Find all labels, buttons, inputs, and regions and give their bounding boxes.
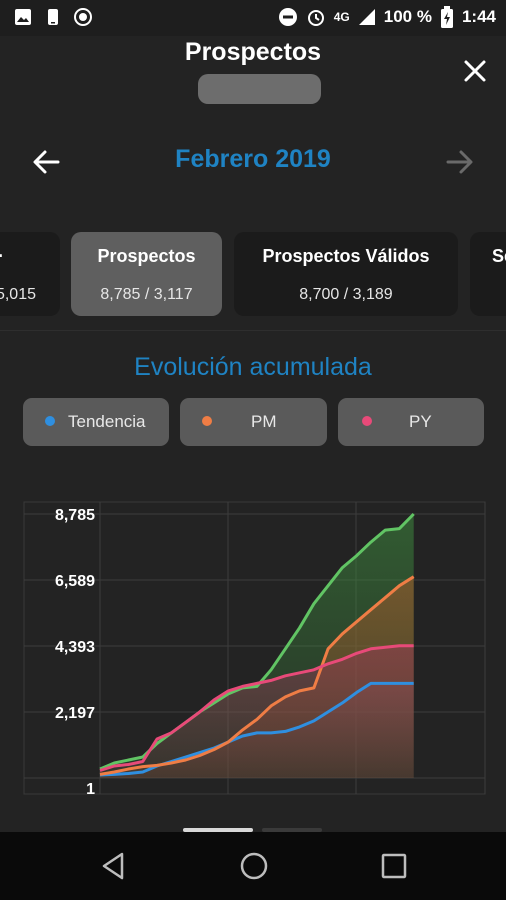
battery-icon <box>440 6 453 28</box>
month-navigation: Febrero 2019 <box>0 130 506 192</box>
series-py-area <box>100 645 414 778</box>
metric-card[interactable]: · 5,015 <box>0 232 60 316</box>
legend-dot <box>45 416 55 426</box>
section-title: Evolución acumulada <box>134 353 372 381</box>
record-icon <box>74 8 92 26</box>
metric-card-title: Prospectos <box>97 246 196 266</box>
y-tick-label: 4,393 <box>55 639 95 656</box>
page-title: Prospectos <box>184 38 322 66</box>
legend-tendencia-button[interactable]: Tendencia <box>23 398 169 446</box>
network-type: 4G <box>333 10 350 24</box>
metric-card-prospectos-validos[interactable]: Prospectos Válidos 8,700 / 3,189 <box>234 232 458 316</box>
legend-label: PY <box>409 412 432 431</box>
y-tick-label: 6,589 <box>55 573 95 590</box>
divider <box>0 330 506 331</box>
home-icon[interactable] <box>236 848 272 884</box>
legend-label: PM <box>251 412 277 431</box>
metric-card-value: 8,700 / 3,189 <box>299 286 393 303</box>
alarm-icon <box>307 10 324 26</box>
metric-card-value: 5,015 <box>0 286 36 303</box>
legend-dot <box>202 416 212 426</box>
notification-icons <box>14 8 92 26</box>
current-month: Febrero 2019 <box>175 145 331 173</box>
legend-label: Tendencia <box>68 412 146 431</box>
next-month-icon[interactable] <box>442 144 478 180</box>
metric-cards[interactable]: · 5,015 Prospectos 8,785 / 3,117 Prospec… <box>0 232 506 318</box>
metric-card[interactable]: Se <box>470 232 506 316</box>
phone-icon <box>48 9 58 25</box>
status-bar: 4G 100 % 1:44 <box>0 0 506 36</box>
legend-pm-button[interactable]: PM <box>180 398 327 446</box>
legend-dot <box>362 416 372 426</box>
close-icon[interactable] <box>460 56 490 86</box>
system-navigation-bar <box>0 832 506 900</box>
cumulative-evolution-chart: 8,785 6,589 4,393 2,197 1 <box>23 501 486 798</box>
clock: 1:44 <box>461 7 496 26</box>
series-pm-line <box>99 575 415 776</box>
recents-icon[interactable] <box>376 848 412 884</box>
back-icon[interactable] <box>96 848 132 884</box>
metric-card-value: 8,785 / 3,117 <box>100 286 193 303</box>
scroll-indicator-active <box>183 828 253 832</box>
metric-card-prospectos[interactable]: Prospectos 8,785 / 3,117 <box>71 232 222 316</box>
legend-py-button[interactable]: PY <box>338 398 484 446</box>
do-not-disturb-icon <box>278 8 297 26</box>
signal-icon <box>358 9 375 25</box>
metric-card-title: · <box>0 246 60 267</box>
metric-card-title: Se <box>492 246 506 266</box>
previous-month-icon[interactable] <box>28 144 64 180</box>
y-tick-label: 1 <box>86 781 95 798</box>
metric-card-title: Prospectos Válidos <box>262 246 430 266</box>
series-tendencia-line <box>99 681 414 777</box>
image-icon <box>15 9 31 25</box>
series-py-line <box>99 644 414 772</box>
battery-percent: 100 % <box>383 7 432 26</box>
account-selector[interactable] <box>198 74 321 104</box>
y-tick-label: 2,197 <box>55 705 95 722</box>
scroll-indicator <box>262 828 322 832</box>
header: Prospectos <box>0 36 506 114</box>
system-status: 4G 100 % 1:44 <box>278 6 496 28</box>
y-tick-label: 8,785 <box>55 507 95 524</box>
